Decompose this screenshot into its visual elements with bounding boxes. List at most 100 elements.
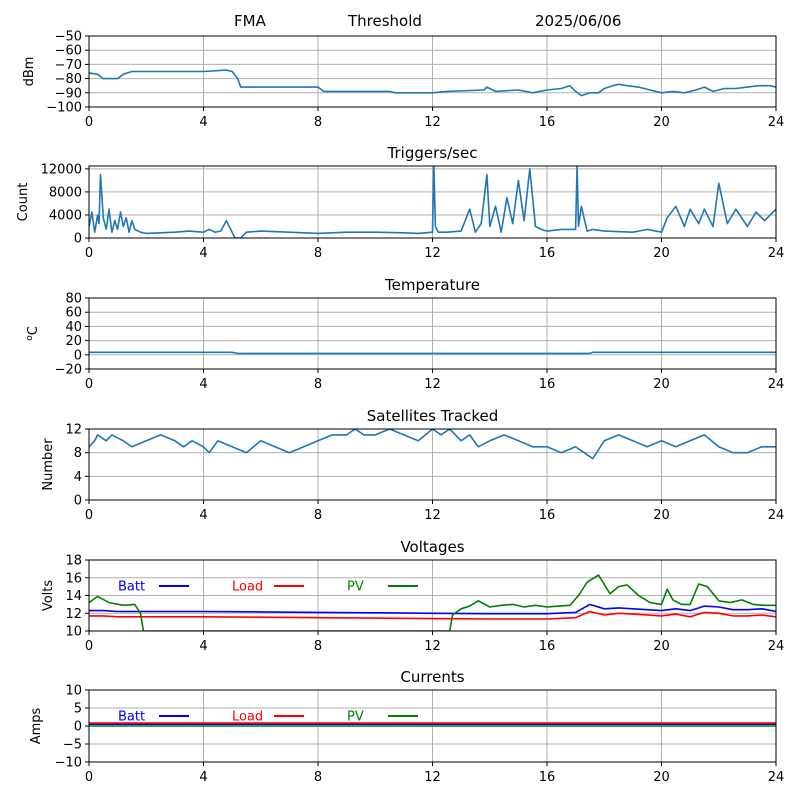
plot-title: Currents <box>400 668 464 686</box>
x-tick-label: 12 <box>424 246 441 261</box>
x-tick-label: 4 <box>199 246 207 261</box>
y-axis-label: dBm <box>22 57 37 87</box>
x-tick-label: 16 <box>539 639 556 654</box>
x-tick-label: 12 <box>424 508 441 523</box>
y-tick-label: 5 <box>74 702 82 717</box>
x-tick-label: 12 <box>424 770 441 785</box>
y-tick-label: 12 <box>65 423 82 438</box>
y-axis-label: Amps <box>29 707 44 744</box>
x-tick-label: 8 <box>314 770 322 785</box>
series-line-load <box>89 610 776 620</box>
y-tick-label: −90 <box>55 86 82 101</box>
legend-label-batt: Batt <box>118 580 145 595</box>
header-station: FMA <box>234 12 266 30</box>
x-tick-label: 24 <box>768 639 785 654</box>
x-tick-label: 20 <box>653 770 670 785</box>
x-tick-label: 0 <box>85 246 93 261</box>
y-tick-label: 12000 <box>41 162 82 177</box>
y-tick-label: −60 <box>55 44 82 59</box>
x-tick-label: 20 <box>653 246 670 261</box>
series-line <box>89 166 776 238</box>
y-tick-label: 8 <box>74 446 82 461</box>
x-tick-label: 12 <box>424 639 441 654</box>
x-tick-label: 16 <box>539 508 556 523</box>
y-tick-label: −70 <box>55 58 82 73</box>
series-line <box>89 69 776 97</box>
x-tick-label: 24 <box>768 770 785 785</box>
y-axis-label: Number <box>41 438 56 491</box>
x-tick-label: 16 <box>539 246 556 261</box>
series-line-pv <box>89 574 776 631</box>
y-tick-label: 0 <box>74 494 82 509</box>
x-tick-label: 16 <box>539 770 556 785</box>
y-axis-label: Volts <box>41 580 56 612</box>
series-line <box>89 351 776 355</box>
y-tick-label: 0 <box>74 232 82 247</box>
legend-label-pv: PV <box>347 710 364 725</box>
x-tick-label: 4 <box>199 115 207 130</box>
x-tick-label: 4 <box>199 639 207 654</box>
y-tick-label: 18 <box>65 554 82 569</box>
y-tick-label: −80 <box>55 72 82 87</box>
y-axis-label: oC <box>25 326 41 341</box>
y-axis-label-base: C <box>26 326 41 335</box>
y-tick-label: 40 <box>65 320 82 335</box>
x-tick-label: 4 <box>199 377 207 392</box>
x-tick-label: 8 <box>314 115 322 130</box>
x-tick-label: 20 <box>653 115 670 130</box>
y-tick-label: 20 <box>65 334 82 349</box>
y-tick-label: 4000 <box>49 208 82 223</box>
y-tick-label: 14 <box>65 589 82 604</box>
x-tick-label: 8 <box>314 639 322 654</box>
legend-label-pv: PV <box>347 580 364 595</box>
y-tick-label: 0 <box>74 348 82 363</box>
y-axis-label-sup: o <box>25 335 35 341</box>
x-tick-label: 0 <box>85 770 93 785</box>
y-tick-label: 16 <box>65 571 82 586</box>
y-tick-label: −50 <box>55 30 82 45</box>
y-tick-label: 4 <box>74 470 82 485</box>
series-line-batt <box>89 603 776 615</box>
x-tick-label: 16 <box>539 115 556 130</box>
y-tick-label: 10 <box>65 625 82 640</box>
panel-1: 0 4 8 12 16 20 24 −50−60−70−80−90−100 dBm <box>22 30 784 131</box>
y-tick-label: 60 <box>65 306 82 321</box>
y-tick-label: −10 <box>55 756 82 771</box>
legend-label-load: Load <box>232 710 263 725</box>
x-tick-label: 20 <box>653 377 670 392</box>
x-tick-label: 8 <box>314 377 322 392</box>
x-tick-label: 0 <box>85 508 93 523</box>
x-tick-label: 8 <box>314 246 322 261</box>
header-mode: Threshold <box>348 12 422 30</box>
x-tick-label: 12 <box>424 115 441 130</box>
y-axis-label: Count <box>16 183 31 222</box>
y-tick-label: 8000 <box>49 185 82 200</box>
panel-2: 0 4 8 12 16 20 24 0 4000 8000 12000 Triggers/sec Cou… <box>16 144 784 261</box>
plot-title: Satellites Tracked <box>367 407 498 425</box>
header-date: 2025/06/06 <box>535 12 622 30</box>
legend-label-load: Load <box>232 580 263 595</box>
x-tick-label: 24 <box>768 115 785 130</box>
x-tick-label: 0 <box>85 639 93 654</box>
x-tick-label: 20 <box>653 639 670 654</box>
plot-title: Triggers/sec <box>387 144 478 162</box>
x-tick-label: 24 <box>768 508 785 523</box>
panel-5: 0 4 8 12 16 20 24 10 12 14 16 18 Voltages Volts Batt Lo… <box>41 538 784 654</box>
y-tick-label: 10 <box>65 684 82 699</box>
x-tick-label: 24 <box>768 377 785 392</box>
y-tick-label: −5 <box>63 738 82 753</box>
x-tick-label: 16 <box>539 377 556 392</box>
x-tick-label: 20 <box>653 508 670 523</box>
panel-4: 0 4 8 12 16 20 24 0 4 8 12 Satellites Tracked Number <box>41 407 784 523</box>
y-tick-label: 0 <box>74 720 82 735</box>
legend-label-batt: Batt <box>118 710 145 725</box>
panel-6: 0 4 8 12 16 20 24 10 5 0 −5 −10 Currents Amps Batt Load… <box>29 668 784 785</box>
y-tick-label: −100 <box>46 101 82 116</box>
x-tick-label: 12 <box>424 377 441 392</box>
x-tick-label: 8 <box>314 508 322 523</box>
series-line <box>89 429 776 460</box>
x-tick-label: 4 <box>199 508 207 523</box>
y-tick-label: 12 <box>65 607 82 622</box>
